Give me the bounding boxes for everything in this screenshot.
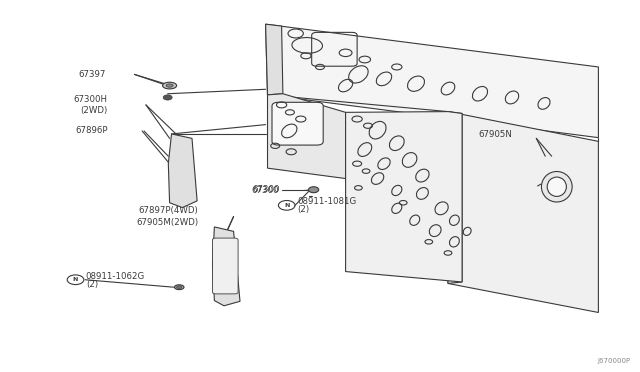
Polygon shape — [266, 24, 598, 138]
Text: 67397: 67397 — [78, 70, 106, 79]
Polygon shape — [448, 112, 598, 312]
Ellipse shape — [163, 82, 177, 89]
Text: 08911-1081G: 08911-1081G — [297, 197, 356, 206]
Text: 08911-1062G: 08911-1062G — [86, 272, 145, 280]
Circle shape — [308, 187, 319, 193]
Polygon shape — [212, 227, 240, 306]
Text: 67300: 67300 — [252, 185, 280, 194]
Text: 67897P(4WD)
67905M(2WD): 67897P(4WD) 67905M(2WD) — [136, 206, 198, 227]
Circle shape — [163, 95, 172, 100]
Text: 67896P: 67896P — [75, 126, 108, 135]
Ellipse shape — [547, 177, 566, 196]
Text: 67905N: 67905N — [478, 130, 512, 139]
Ellipse shape — [177, 286, 182, 289]
Ellipse shape — [174, 285, 184, 289]
Text: N: N — [284, 203, 289, 208]
Text: (2): (2) — [297, 205, 309, 214]
Polygon shape — [346, 112, 462, 282]
Polygon shape — [266, 24, 283, 95]
Ellipse shape — [541, 171, 572, 202]
Text: 67300: 67300 — [251, 186, 278, 195]
Text: 67300H
(2WD): 67300H (2WD) — [74, 95, 108, 115]
Polygon shape — [448, 112, 462, 283]
Polygon shape — [268, 94, 346, 179]
Text: N: N — [73, 277, 78, 282]
FancyBboxPatch shape — [272, 102, 323, 145]
Ellipse shape — [166, 84, 173, 87]
Text: J670000P: J670000P — [597, 358, 630, 364]
FancyBboxPatch shape — [212, 238, 238, 294]
Polygon shape — [168, 134, 197, 208]
Text: (2): (2) — [86, 280, 98, 289]
